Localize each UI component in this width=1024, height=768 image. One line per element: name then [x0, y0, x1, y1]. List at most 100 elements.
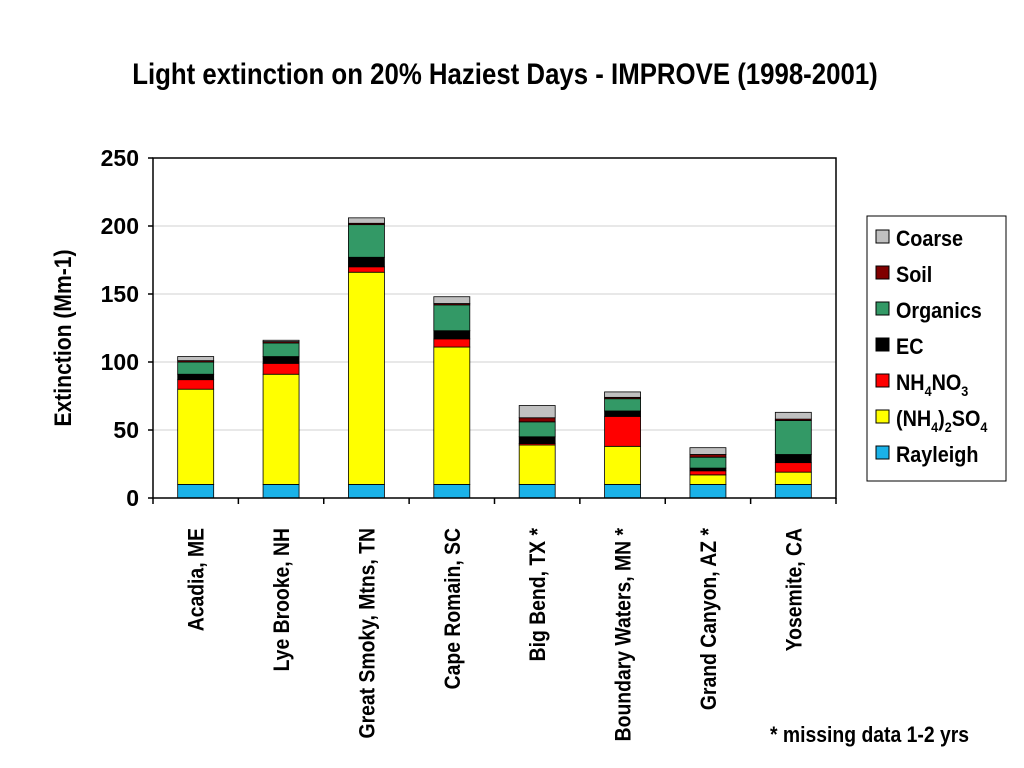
- legend-label: Coarse: [896, 227, 963, 251]
- footnote: * missing data 1-2 yrs: [770, 722, 970, 747]
- legend-text-part: NO: [932, 371, 962, 395]
- bar-segment: [604, 410, 641, 417]
- bar-segment: [348, 266, 385, 273]
- legend: CoarseSoilOrganicsECNH4NO3(NH4)2SO4Rayle…: [866, 215, 1007, 482]
- legend-subscript: 4: [931, 419, 939, 435]
- legend-swatch: [875, 265, 890, 280]
- legend-text-part: SO: [952, 407, 981, 431]
- bar-segment: [433, 304, 471, 332]
- legend-text-part: Coarse: [896, 227, 963, 251]
- bar-segment: [774, 420, 812, 455]
- x-tick-label: Big Bend, TX *: [526, 527, 550, 661]
- legend-text-part: (NH: [896, 407, 931, 431]
- bar-segment: [604, 415, 641, 447]
- legend-swatch: [875, 337, 890, 352]
- bar-segment: [348, 217, 385, 224]
- bar-segment: [774, 411, 812, 420]
- bar-segment: [348, 224, 385, 258]
- bar-segment: [689, 483, 727, 499]
- bar-segment: [262, 373, 300, 485]
- y-tick-label: 50: [113, 417, 139, 443]
- legend-swatch: [875, 409, 890, 424]
- bar-segment: [262, 362, 300, 375]
- chart-title: Light extinction on 20% Haziest Days - I…: [132, 58, 878, 91]
- legend-swatch: [875, 301, 890, 316]
- bar-segment: [433, 346, 471, 485]
- legend-text-part: NH: [896, 371, 925, 395]
- bar-segment: [774, 454, 812, 464]
- bar-segment: [604, 445, 641, 485]
- x-tick-label: Yosemite, CA: [782, 528, 806, 651]
- x-tick-label: Lye Brooke, NH: [270, 528, 294, 671]
- bar-segment: [774, 471, 812, 485]
- x-tick-label: Great Smoky, Mtns, TN: [355, 528, 379, 738]
- bar-segment: [433, 483, 471, 499]
- bar-segment: [177, 379, 215, 390]
- legend-label: Rayleigh: [896, 443, 978, 467]
- legend-text-part: Organics: [896, 299, 982, 323]
- bar-segment: [689, 456, 727, 469]
- bar-segment: [518, 405, 556, 419]
- legend-swatch: [875, 445, 890, 460]
- legend-box: [866, 215, 1007, 482]
- bar-segment: [518, 436, 556, 444]
- bar-segment: [262, 356, 300, 364]
- x-axis: Acadia, ME Lye Brooke, NH Great Smoky, Mtn…: [152, 498, 837, 741]
- bar-segment: [433, 296, 471, 304]
- legend-text-part: EC: [896, 335, 923, 359]
- bar-segment: [604, 391, 641, 398]
- bar-segment: [518, 421, 556, 438]
- bar-segment: [433, 330, 471, 340]
- bar-segment: [177, 388, 215, 485]
- legend-swatch: [875, 373, 890, 388]
- legend-label: (NH4)2SO4: [896, 407, 988, 435]
- bar-segment: [262, 342, 300, 357]
- bar-segment: [518, 483, 556, 499]
- bar-segment: [518, 417, 556, 423]
- y-tick-label: 200: [101, 213, 139, 239]
- legend-text-part: Soil: [896, 263, 932, 287]
- x-tick-label: Grand Canyon, AZ *: [697, 527, 721, 710]
- bar-segment: [177, 361, 215, 375]
- legend-label: Soil: [896, 263, 932, 287]
- y-axis: 0 50 100 150 200 250: [101, 145, 153, 511]
- legend-swatch: [875, 229, 890, 244]
- bar-segment: [348, 256, 385, 268]
- bar-segment: [689, 447, 727, 455]
- legend-subscript: 3: [961, 383, 968, 399]
- bar-segment: [262, 483, 300, 499]
- x-tick-label: Boundary Waters, MN *: [611, 527, 635, 741]
- y-tick-label: 250: [101, 145, 139, 171]
- legend-subscript: 2: [945, 419, 952, 435]
- bar-segment: [177, 373, 215, 381]
- bar-segment: [177, 483, 215, 499]
- bar-segment: [774, 462, 812, 473]
- bar-segment: [689, 467, 727, 472]
- x-tick-label: Cape Romain, SC: [441, 528, 465, 689]
- plot-area: [153, 158, 836, 498]
- bar-segment: [689, 470, 727, 476]
- bars: [177, 217, 812, 499]
- y-tick-label: 150: [101, 281, 139, 307]
- bar-segment: [348, 483, 385, 499]
- legend-label: EC: [896, 335, 923, 359]
- legend-label: NH4NO3: [896, 371, 968, 399]
- x-tick-label: Acadia, ME: [185, 528, 209, 631]
- legend-label: Organics: [896, 299, 982, 323]
- legend-subscript: 4: [980, 419, 988, 435]
- legend-subscript: 4: [925, 383, 933, 399]
- bar-segment: [689, 454, 727, 458]
- bar-segment: [774, 483, 812, 499]
- bar-segment: [262, 339, 300, 342]
- bar-segment: [604, 398, 641, 412]
- bar-segment: [518, 444, 556, 485]
- legend-text-part: ): [938, 407, 945, 431]
- y-tick-label: 100: [101, 349, 139, 375]
- y-axis-label: Extinction (Mm-1): [50, 249, 77, 426]
- bar-segment: [689, 474, 727, 485]
- legend-text-part: Rayleigh: [896, 443, 978, 467]
- bar-segment: [348, 271, 385, 485]
- bar-segment: [433, 338, 471, 348]
- y-tick-label: 0: [126, 485, 139, 511]
